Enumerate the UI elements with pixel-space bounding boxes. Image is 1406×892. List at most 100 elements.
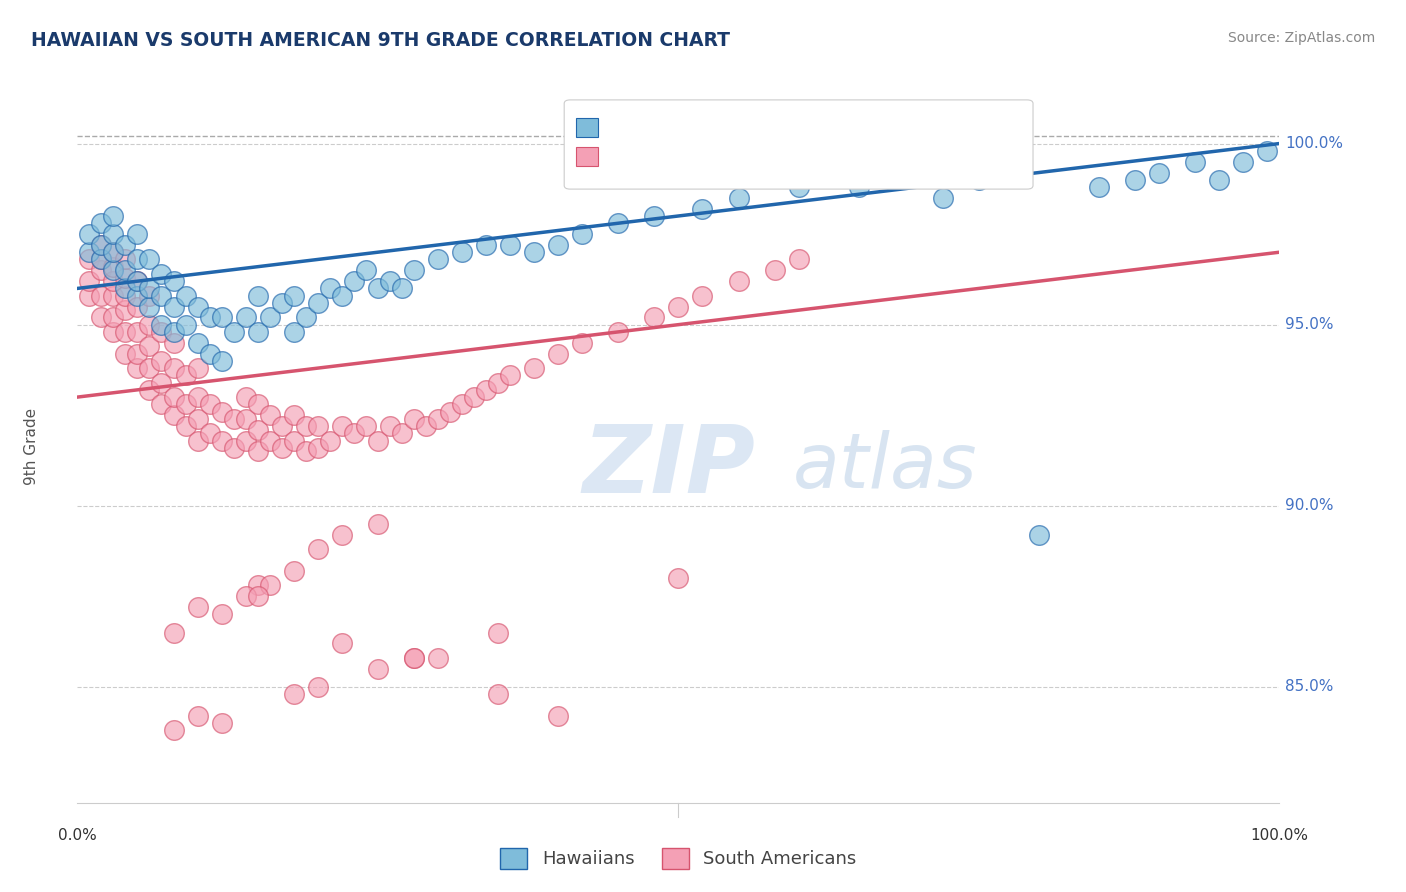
Point: [367, 434, 389, 448]
Point: [162, 361, 184, 376]
Point: [883, 173, 905, 187]
Text: 0.0%: 0.0%: [58, 828, 97, 843]
Point: [174, 397, 197, 411]
Point: [79, 245, 101, 260]
Point: [354, 263, 377, 277]
Point: [127, 227, 149, 241]
Point: [475, 238, 498, 252]
Point: [162, 335, 184, 350]
Point: [211, 607, 233, 622]
Point: [138, 339, 160, 353]
Point: [114, 270, 136, 285]
Point: [103, 260, 125, 274]
Text: HAWAIIAN VS SOUTH AMERICAN 9TH GRADE CORRELATION CHART: HAWAIIAN VS SOUTH AMERICAN 9TH GRADE COR…: [31, 31, 730, 50]
Text: atlas: atlas: [793, 431, 977, 504]
Point: [439, 404, 461, 418]
Point: [114, 325, 136, 339]
Point: [114, 288, 136, 302]
Point: [127, 274, 149, 288]
Point: [186, 434, 209, 448]
Point: [427, 252, 450, 267]
Point: [367, 516, 389, 531]
Point: [307, 419, 329, 434]
Point: [127, 325, 149, 339]
Point: [90, 310, 112, 325]
Point: [198, 346, 221, 360]
Point: [307, 441, 329, 455]
Point: [162, 408, 184, 422]
Point: [246, 423, 269, 437]
Point: [787, 180, 810, 194]
Point: [319, 281, 342, 295]
Point: [222, 325, 245, 339]
Point: [79, 227, 101, 241]
Point: [402, 412, 425, 426]
Point: [138, 318, 160, 332]
Point: [138, 288, 160, 302]
Point: [643, 310, 665, 325]
Point: [932, 191, 955, 205]
Point: [103, 209, 125, 223]
Point: [174, 419, 197, 434]
Point: [343, 426, 366, 441]
Point: [150, 288, 173, 302]
Point: [127, 288, 149, 302]
Point: [114, 252, 136, 267]
Point: [138, 361, 160, 376]
Text: R = 0.164   N = 116: R = 0.164 N = 116: [610, 142, 792, 161]
Point: [415, 419, 437, 434]
Point: [402, 651, 425, 665]
Point: [692, 202, 714, 216]
Point: [150, 354, 173, 368]
Point: [79, 252, 101, 267]
Point: [1028, 527, 1050, 541]
Point: [127, 252, 149, 267]
Point: [270, 419, 292, 434]
Point: [90, 288, 112, 302]
Point: [246, 578, 269, 592]
Point: [283, 408, 305, 422]
Point: [378, 274, 401, 288]
Point: [198, 397, 221, 411]
Point: [211, 354, 233, 368]
Point: [547, 709, 569, 723]
Point: [402, 651, 425, 665]
Point: [378, 419, 401, 434]
Point: [294, 444, 316, 458]
Point: [451, 397, 474, 411]
Text: 100.0%: 100.0%: [1250, 828, 1309, 843]
Point: [114, 346, 136, 360]
Point: [294, 419, 316, 434]
Point: [486, 376, 509, 390]
Point: [283, 325, 305, 339]
Point: [499, 238, 522, 252]
Point: [259, 408, 281, 422]
Point: [668, 571, 690, 585]
Point: [235, 390, 257, 404]
Point: [523, 245, 546, 260]
Point: [138, 281, 160, 295]
Point: [763, 263, 786, 277]
Point: [138, 383, 160, 397]
Point: [79, 288, 101, 302]
Point: [486, 687, 509, 701]
Point: [367, 281, 389, 295]
Point: [103, 245, 125, 260]
Point: [222, 441, 245, 455]
Point: [283, 434, 305, 448]
Point: [727, 191, 749, 205]
Point: [427, 651, 450, 665]
Point: [186, 361, 209, 376]
Point: [307, 542, 329, 557]
Point: [186, 600, 209, 615]
Point: [103, 274, 125, 288]
Point: [354, 419, 377, 434]
Point: [307, 296, 329, 310]
Point: [235, 434, 257, 448]
Point: [391, 426, 413, 441]
Point: [571, 335, 593, 350]
Point: [162, 390, 184, 404]
Text: R = 0.601   N = 76: R = 0.601 N = 76: [610, 113, 780, 132]
Point: [330, 636, 353, 650]
Point: [547, 346, 569, 360]
